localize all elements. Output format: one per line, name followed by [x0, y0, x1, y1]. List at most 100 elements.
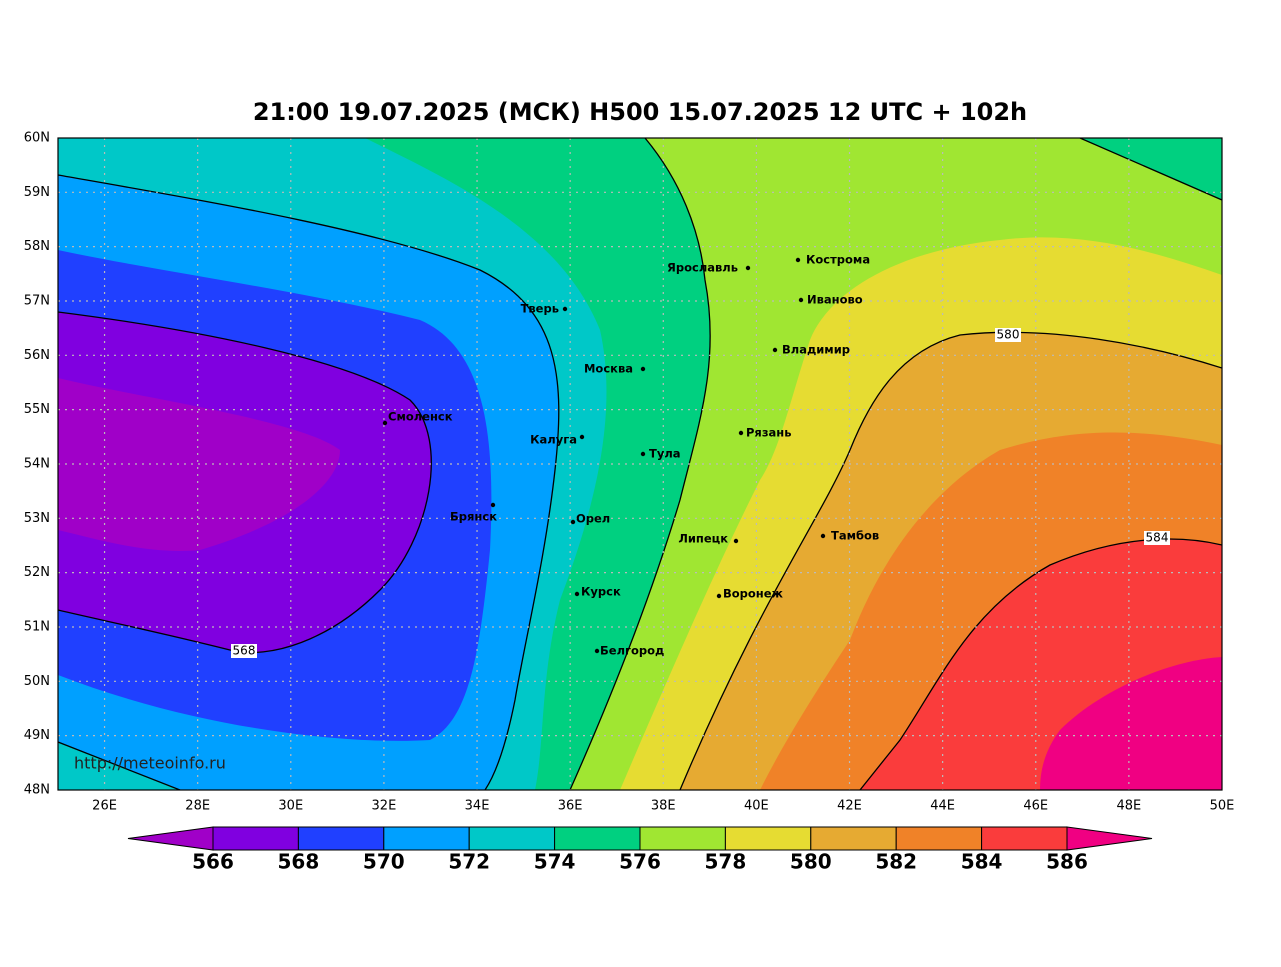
contour-label-bg [995, 328, 1021, 342]
contour-label: 568 [233, 644, 256, 658]
colorbar-box [468, 826, 556, 851]
city-marker [594, 648, 600, 654]
lat-tick-label: 58N [24, 239, 50, 254]
contour-label-bg [231, 644, 257, 658]
city-label: Воронеж [723, 587, 784, 601]
city-label: Брянск [450, 510, 497, 524]
contour [859, 538, 1222, 790]
lon-tick-label: 50E [1210, 799, 1235, 814]
map-title: 21:00 19.07.2025 (МСК) H500 15.07.2025 1… [253, 98, 1027, 126]
city-label: Белгород [600, 644, 664, 658]
city-marker [574, 591, 580, 597]
city-label: Иваново [807, 293, 863, 307]
contour [1079, 138, 1222, 201]
city-marker [798, 297, 804, 303]
map-frame [57, 137, 1223, 791]
colorbar-box [724, 826, 812, 851]
contour [569, 138, 711, 790]
city-marker [820, 533, 826, 539]
colorbar-label: 566 [192, 850, 234, 874]
city-label: Курск [581, 585, 621, 599]
lon-tick-label: 48E [1116, 799, 1141, 814]
colorbar-box [981, 826, 1068, 851]
graticule [58, 138, 1222, 790]
contour-label: 584 [1146, 531, 1169, 545]
lat-tick-label: 51N [24, 619, 50, 634]
city-marker [772, 347, 778, 353]
colorbar-box [554, 826, 641, 851]
city-label: Орел [576, 512, 610, 526]
city-label: Рязань [746, 426, 791, 440]
colorbar-box [895, 826, 983, 851]
lat-tick-label: 53N [24, 511, 50, 526]
colorbar-box [212, 826, 299, 851]
colorbar-label: 580 [790, 850, 832, 874]
lon-tick-label: 36E [558, 799, 583, 814]
lat-tick-label: 60N [24, 131, 50, 146]
contour [679, 331, 1222, 790]
city-label: Тула [649, 447, 681, 461]
colorbar-label: 578 [705, 850, 747, 874]
contour [58, 741, 181, 790]
lon-tick-label: 26E [92, 799, 117, 814]
colorbar-label: 576 [619, 850, 661, 874]
lon-tick-label: 30E [278, 799, 303, 814]
city-label: Тамбов [831, 529, 879, 543]
contour-label: 580 [997, 328, 1020, 342]
city-marker [640, 451, 646, 457]
lon-tick-label: 28E [185, 799, 210, 814]
colorbar-label: 574 [534, 850, 576, 874]
colorbar-label: 586 [1046, 850, 1088, 874]
lon-tick-label: 38E [651, 799, 676, 814]
city-marker [562, 306, 568, 312]
city-label: Тверь [521, 302, 559, 316]
lat-tick-label: 55N [24, 402, 50, 417]
height-band [1040, 657, 1222, 790]
lat-tick-label: 59N [24, 185, 50, 200]
colorbar-label: 570 [363, 850, 405, 874]
city-marker [570, 519, 576, 525]
lat-tick-label: 49N [24, 728, 50, 743]
city-marker [579, 434, 585, 440]
city-label: Москва [584, 362, 633, 376]
lat-tick-label: 54N [24, 456, 50, 471]
city-marker [733, 538, 739, 544]
lon-tick-label: 42E [837, 799, 862, 814]
colorbar-box [639, 826, 726, 851]
city-label: Кострома [806, 253, 870, 267]
colorbar-box [383, 826, 470, 851]
city-marker [382, 420, 388, 426]
city-label: Владимир [782, 343, 850, 357]
lat-tick-label: 56N [24, 348, 50, 363]
lat-tick-label: 50N [24, 674, 50, 689]
colorbar-label: 582 [875, 850, 917, 874]
lat-tick-label: 52N [24, 565, 50, 580]
colorbar-extend [1066, 826, 1153, 851]
city-marker [738, 430, 744, 436]
lat-tick-label: 48N [24, 782, 50, 797]
colorbar-label: 568 [278, 850, 320, 874]
colorbar-label: 584 [961, 850, 1003, 874]
city-marker [745, 265, 751, 271]
city-marker [716, 593, 722, 599]
lon-tick-label: 34E [465, 799, 490, 814]
colorbar-box [810, 826, 897, 851]
colorbar-label: 572 [448, 850, 490, 874]
city-marker [795, 257, 801, 263]
lon-tick-label: 32E [372, 799, 397, 814]
city-marker [490, 502, 496, 508]
lat-tick-label: 57N [24, 293, 50, 308]
contour-label-bg [1144, 531, 1170, 545]
city-label: Калуга [530, 433, 577, 447]
contours [58, 138, 1222, 790]
lon-tick-label: 40E [744, 799, 769, 814]
city-marker [640, 366, 646, 372]
contour [58, 311, 432, 654]
city-label: Липецк [678, 532, 728, 546]
lon-tick-label: 44E [930, 799, 955, 814]
colorbar-extend [127, 826, 214, 851]
watermark: http://meteoinfo.ru [74, 754, 226, 773]
colorbar-box [297, 826, 385, 851]
city-label: Смоленск [388, 410, 453, 424]
